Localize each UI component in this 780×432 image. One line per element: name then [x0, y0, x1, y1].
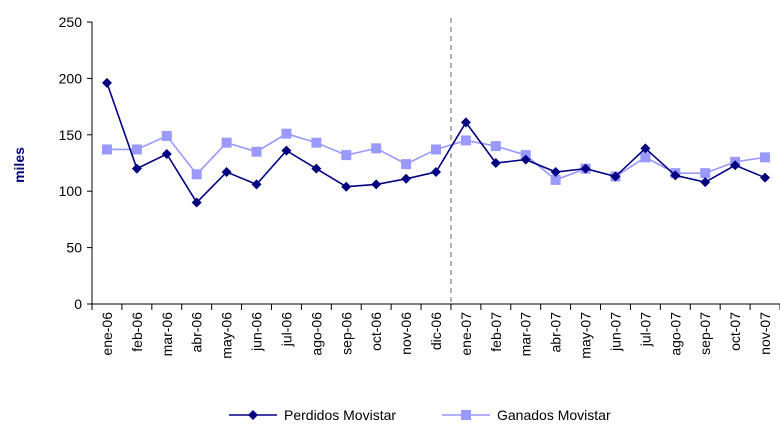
- data-point: [431, 144, 441, 155]
- data-point: [401, 173, 412, 184]
- x-tick-label: oct-06: [368, 312, 384, 351]
- data-point: [251, 179, 262, 190]
- legend-label: Perdidos Movistar: [284, 407, 396, 423]
- y-tick-label: 0: [74, 296, 82, 312]
- data-point: [281, 128, 292, 139]
- data-point: [760, 152, 771, 163]
- x-tick-label: abr-06: [189, 312, 205, 353]
- data-point: [221, 167, 232, 178]
- data-point: [550, 167, 561, 178]
- x-tick-label: nov-07: [757, 312, 773, 355]
- x-tick-label: abr-07: [548, 312, 564, 353]
- y-tick-label: 150: [59, 127, 83, 143]
- x-tick-label: mar-07: [518, 312, 534, 357]
- x-tick-label: ene-07: [458, 312, 474, 356]
- data-point: [251, 146, 262, 157]
- data-point: [760, 172, 771, 183]
- y-tick-label: 250: [59, 14, 83, 30]
- x-tick-label: jul-07: [637, 312, 653, 347]
- data-point: [341, 181, 352, 192]
- y-axis-label: miles: [11, 147, 27, 183]
- legend-marker-diamond: [248, 410, 258, 420]
- x-tick-label: jun-07: [607, 312, 623, 352]
- legend-label: Ganados Movistar: [497, 407, 611, 423]
- x-tick-label: jul-06: [278, 312, 294, 347]
- data-point: [281, 145, 292, 156]
- series-perdidos-movistar: [101, 77, 771, 208]
- series-layer: [101, 77, 771, 208]
- x-tick-label: jun-06: [249, 312, 265, 352]
- x-tick-label: may-07: [578, 312, 594, 359]
- data-point: [670, 170, 681, 181]
- x-tick-label: sep-07: [697, 312, 713, 355]
- legend-marker-square: [461, 410, 471, 420]
- axes: [91, 18, 780, 305]
- data-point: [460, 135, 471, 146]
- data-point: [520, 154, 531, 165]
- data-point: [131, 163, 142, 174]
- data-point: [311, 163, 322, 174]
- data-point: [490, 141, 501, 152]
- data-point: [191, 169, 202, 180]
- data-point: [401, 159, 412, 170]
- data-point: [460, 117, 471, 128]
- y-axis-ticks: 0 50 100 150 200 250: [59, 14, 92, 312]
- x-tick-label: feb-06: [129, 312, 145, 352]
- data-point: [371, 179, 382, 190]
- legend: Perdidos Movistar Ganados Movistar: [229, 407, 611, 423]
- data-point: [311, 137, 322, 148]
- x-tick-label: sep-06: [338, 312, 354, 355]
- data-point: [700, 177, 711, 188]
- data-point: [101, 144, 112, 155]
- y-tick-label: 200: [59, 70, 83, 86]
- x-tick-label: ago-07: [667, 312, 683, 356]
- data-point: [161, 130, 172, 141]
- data-point: [640, 143, 651, 154]
- x-tick-label: oct-07: [727, 312, 743, 351]
- data-point: [700, 168, 711, 179]
- x-tick-label: ago-06: [308, 312, 324, 356]
- data-point: [101, 77, 112, 88]
- x-tick-label: mar-06: [159, 312, 175, 357]
- data-point: [431, 167, 441, 178]
- data-point: [550, 174, 561, 185]
- data-point: [371, 143, 382, 154]
- x-tick-label: nov-06: [398, 312, 414, 355]
- data-point: [131, 144, 142, 155]
- data-point: [580, 163, 591, 174]
- y-tick-label: 50: [66, 240, 82, 256]
- data-point: [490, 158, 501, 168]
- data-point: [221, 137, 232, 148]
- data-point: [730, 160, 741, 171]
- data-point: [161, 148, 172, 159]
- y-tick-label: 100: [59, 183, 83, 199]
- x-tick-label: may-06: [219, 312, 235, 359]
- x-tick-label: ene-06: [99, 312, 115, 356]
- data-point: [341, 150, 352, 161]
- x-axis-ticks: ene-06 feb-06 mar-06 abr-06 may-06 jun-06 jul-…: [91, 304, 780, 359]
- data-point: [191, 197, 202, 208]
- x-tick-label: feb-07: [488, 312, 504, 352]
- data-point: [610, 171, 621, 182]
- data-point: [640, 152, 651, 163]
- x-tick-label: dic-06: [428, 312, 444, 350]
- series-line: [106, 82, 766, 204]
